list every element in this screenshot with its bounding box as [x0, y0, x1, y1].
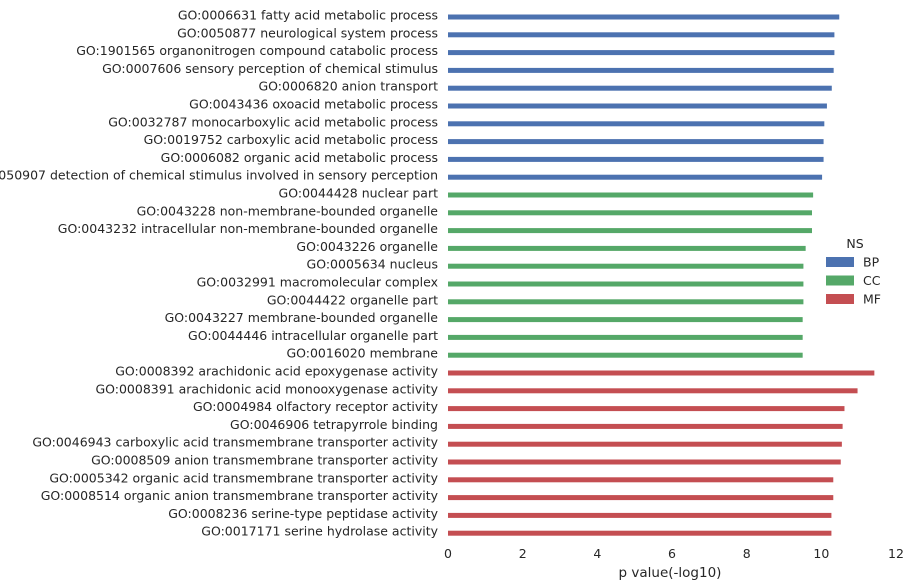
- category-label: GO:0017171 serine hydrolase activity: [201, 524, 438, 539]
- category-label: GO:0008236 serine-type peptidase activit…: [168, 506, 438, 521]
- bar-bp: [448, 67, 834, 73]
- x-tick-label: 12: [888, 546, 904, 561]
- legend-swatch-bp: [826, 257, 854, 267]
- bar-bp: [448, 14, 840, 20]
- category-label: GO:0019752 carboxylic acid metabolic pro…: [144, 132, 438, 147]
- legend-title: NS: [846, 236, 863, 251]
- category-label: GO:0006820 anion transport: [258, 79, 438, 94]
- category-label: GO:0043232 intracellular non-membrane-bo…: [58, 221, 439, 236]
- category-label: GO:0008514 organic anion transmembrane t…: [41, 488, 439, 503]
- category-label: GO:0006631 fatty acid metabolic process: [178, 8, 438, 23]
- bar-cc: [448, 281, 804, 287]
- category-label: GO:0005342 organic acid transmembrane tr…: [49, 470, 438, 485]
- category-label: GO:0043228 non-membrane-bounded organell…: [137, 203, 439, 218]
- category-label: GO:0006082 organic acid metabolic proces…: [161, 150, 438, 165]
- bar-mf: [448, 388, 858, 394]
- category-label: GO:0044446 intracellular organelle part: [188, 328, 438, 343]
- bar-cc: [448, 228, 812, 234]
- bar-cc: [448, 210, 812, 216]
- category-label: GO:0008392 arachidonic acid epoxygenase …: [115, 364, 438, 379]
- bar-cc: [448, 299, 804, 305]
- category-label: GO:0032991 macromolecular complex: [197, 275, 438, 290]
- x-tick-label: 8: [743, 546, 751, 561]
- category-label: GO:0043436 oxoacid metabolic process: [189, 97, 438, 112]
- category-label: GO:0008391 arachidonic acid monooxygenas…: [95, 381, 438, 396]
- bar-mf: [448, 370, 875, 376]
- legend-label-mf: MF: [863, 292, 881, 307]
- category-label: GO:0005634 nucleus: [307, 257, 438, 272]
- bar-cc: [448, 334, 803, 340]
- category-label: GO:1901565 organonitrogen compound catab…: [76, 43, 438, 58]
- legend-label-cc: CC: [863, 273, 881, 288]
- bar-mf: [448, 512, 832, 518]
- bar-mf: [448, 423, 843, 429]
- category-label: GO:0050877 neurological system process: [177, 25, 438, 40]
- category-label: GO:0044422 organelle part: [267, 292, 438, 307]
- category-label: GO:0007606 sensory perception of chemica…: [102, 61, 438, 76]
- x-axis-label: p value(-log10): [619, 565, 722, 581]
- category-label: GO:0016020 membrane: [286, 346, 438, 361]
- bar-bp: [448, 103, 827, 109]
- bar-cc: [448, 352, 803, 358]
- bar-bp: [448, 156, 824, 162]
- legend-swatch-mf: [826, 294, 854, 304]
- bar-cc: [448, 245, 806, 251]
- bar-bp: [448, 85, 832, 91]
- x-tick-label: 4: [593, 546, 601, 561]
- category-label: GO:0046943 carboxylic acid transmembrane…: [32, 435, 438, 450]
- bar-cc: [448, 317, 803, 323]
- category-label: GO:0008509 anion transmembrane transport…: [91, 453, 438, 468]
- category-label: GO:0043226 organelle: [296, 239, 438, 254]
- bar-bp: [448, 121, 825, 127]
- bar-mf: [448, 459, 841, 465]
- category-labels: GO:0006631 fatty acid metabolic process G…: [0, 8, 439, 539]
- category-label: GO:0004984 olfactory receptor activity: [193, 399, 439, 414]
- category-label: GO:0046906 tetrapyrrole binding: [230, 417, 438, 432]
- bar-mf: [448, 495, 834, 501]
- bars: [448, 14, 875, 536]
- x-tick-label: 0: [444, 546, 452, 561]
- x-axis: 0 2 4 6 8 10 12: [444, 546, 904, 561]
- bar-mf: [448, 477, 834, 483]
- x-tick-label: 6: [668, 546, 676, 561]
- legend-label-bp: BP: [863, 255, 880, 270]
- bar-mf: [448, 530, 832, 536]
- x-tick-label: 10: [813, 546, 829, 561]
- legend: NS BP CC MF: [826, 236, 881, 307]
- bar-bp: [448, 139, 824, 145]
- bar-bp: [448, 50, 835, 56]
- legend-swatch-cc: [826, 275, 854, 286]
- bar-cc: [448, 263, 804, 269]
- bar-cc: [448, 192, 814, 198]
- bar-mf: [448, 441, 842, 447]
- category-label: GO:0050907 detection of chemical stimulu…: [0, 168, 438, 183]
- bar-mf: [448, 406, 845, 412]
- category-label: GO:0032787 monocarboxylic acid metabolic…: [108, 114, 438, 129]
- bar-bp: [448, 174, 823, 180]
- category-label: GO:0044428 nuclear part: [279, 186, 439, 201]
- x-tick-label: 2: [519, 546, 527, 561]
- bar-bp: [448, 32, 835, 38]
- category-label: GO:0043227 membrane-bounded organelle: [165, 310, 439, 325]
